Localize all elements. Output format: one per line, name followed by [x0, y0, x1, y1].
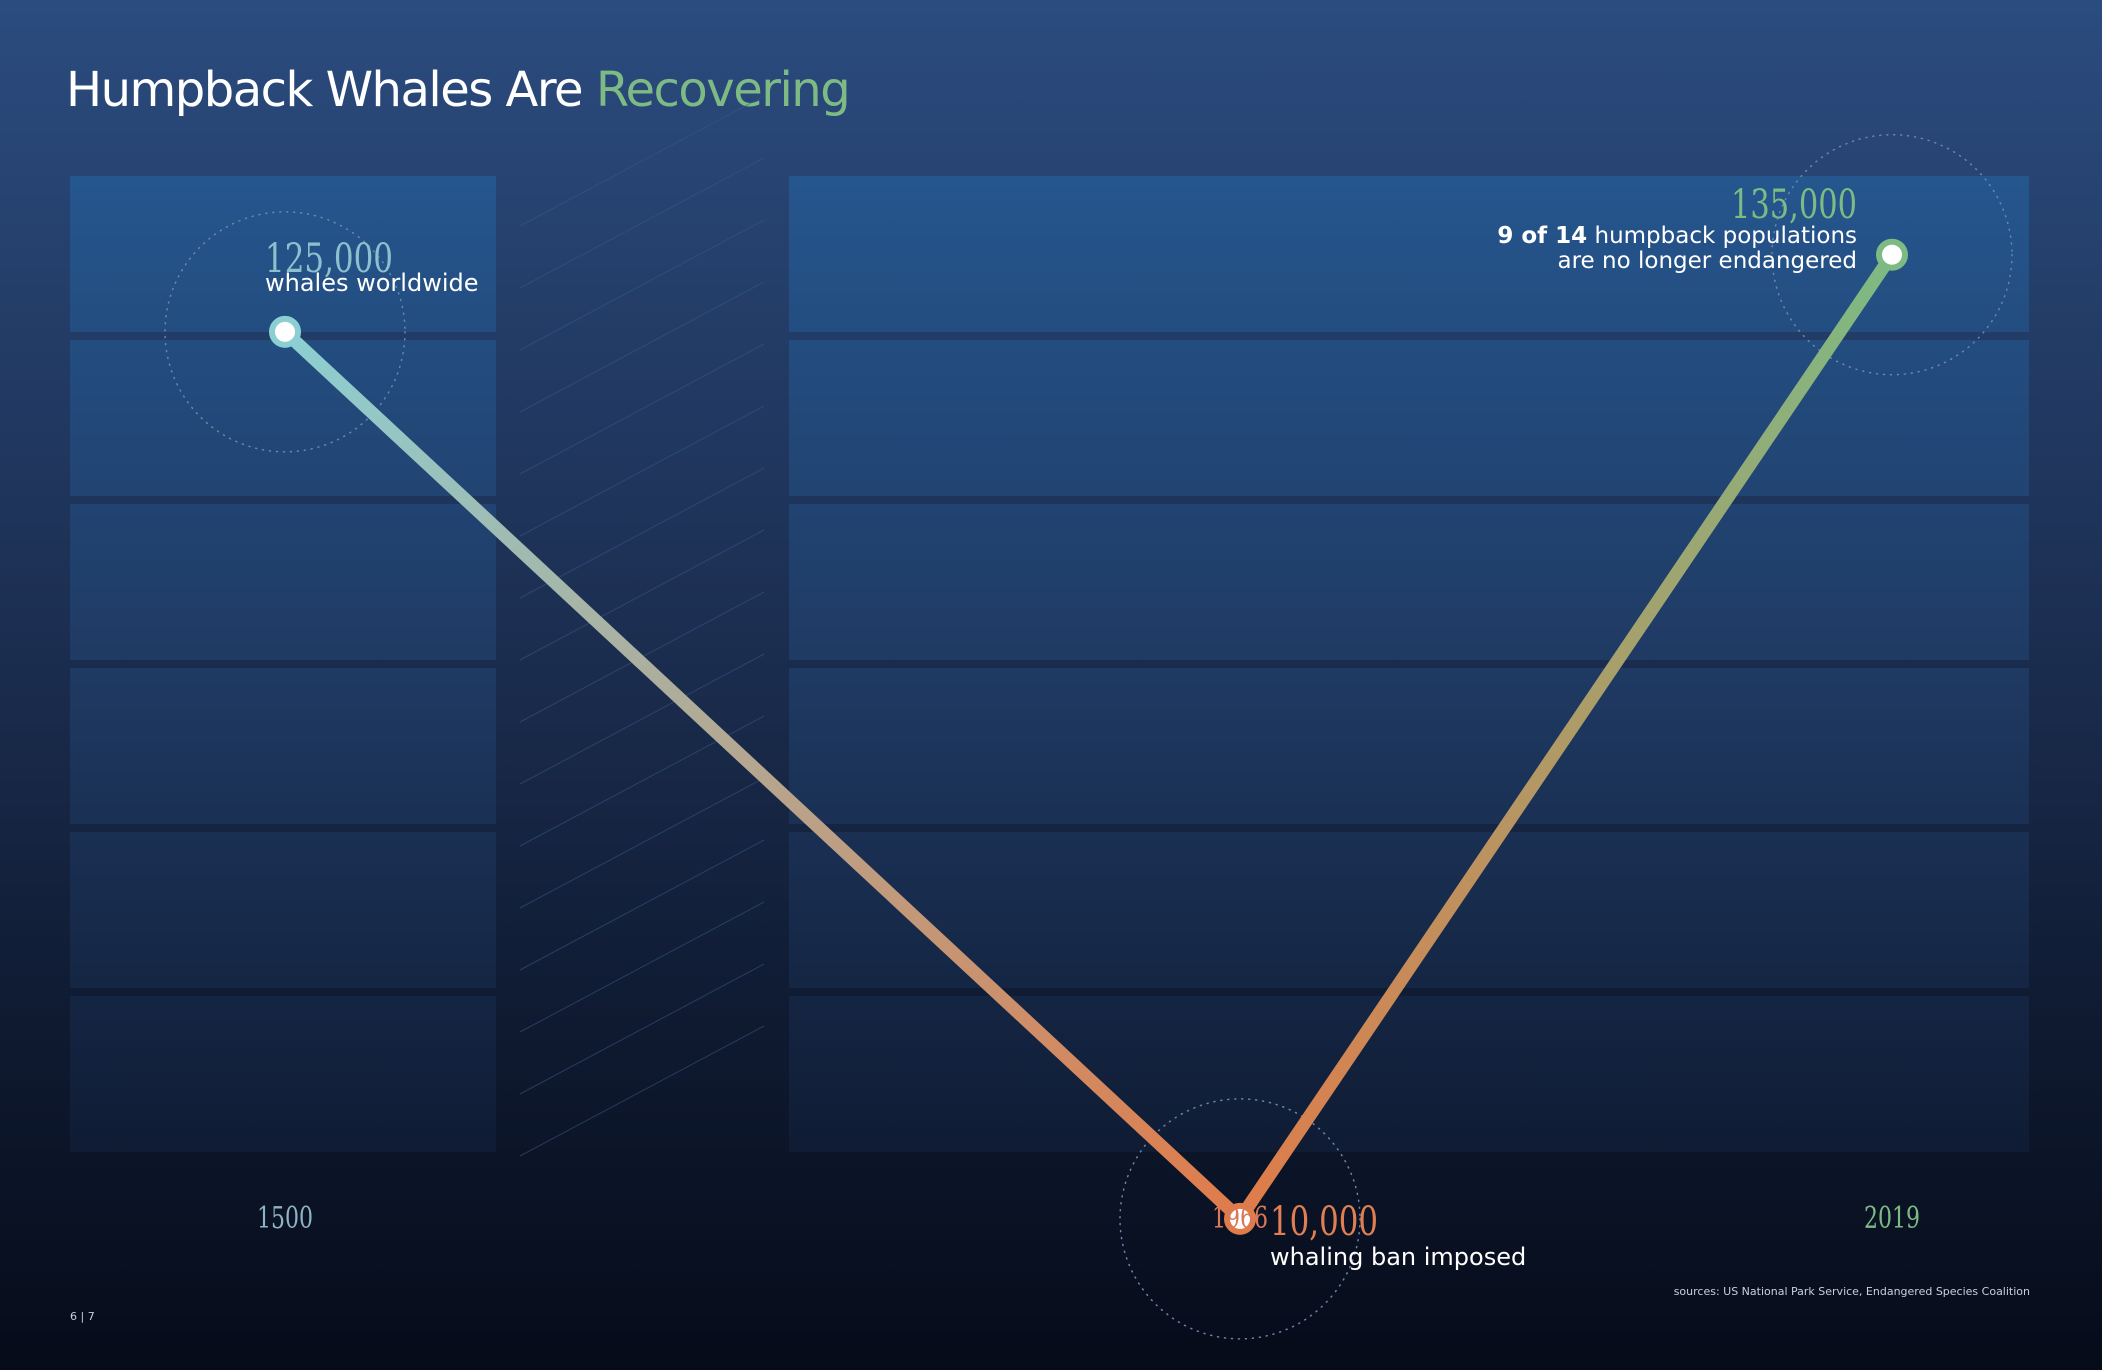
hatch-line — [519, 95, 765, 227]
x-tick-label: 1966 — [1212, 1201, 1268, 1236]
hatch-line — [519, 343, 765, 475]
hatch-line — [519, 1025, 765, 1157]
grid-row-panel — [789, 996, 2029, 1152]
title-accent: Recovering — [595, 62, 851, 118]
hatch-line — [519, 219, 765, 351]
hatched-gap — [519, 95, 765, 1157]
grid-row-panel — [789, 668, 2029, 824]
data-point — [1876, 238, 1908, 271]
hatch-line — [519, 529, 765, 661]
hatch-line — [519, 901, 765, 1033]
hatch-line — [519, 281, 765, 413]
chart-background — [70, 95, 2029, 1157]
chart-title: Humpback Whales Are Recovering — [66, 62, 851, 118]
data-label-value: 125,000 — [265, 236, 393, 282]
hatch-line — [519, 157, 765, 289]
hatch-line — [519, 963, 765, 1095]
x-tick-label: 2019 — [1864, 1201, 1920, 1236]
point-halo — [1771, 133, 2013, 376]
hatch-line — [519, 405, 765, 537]
hatch-line — [519, 653, 765, 785]
grid-row-panel — [70, 668, 496, 824]
data-label-description: 9 of 14 humpback populations — [1497, 223, 1857, 249]
data-label-value: 10,000 — [1270, 1199, 1378, 1245]
data-label-description: whales worldwide — [265, 269, 479, 297]
hatch-line — [519, 467, 765, 599]
title-main: Humpback Whales Are — [66, 62, 596, 118]
grid-row-panel — [789, 340, 2029, 496]
point-halo — [164, 211, 406, 453]
series-line-segment — [1233, 248, 1899, 1226]
data-label-description: whaling ban imposed — [1270, 1243, 1526, 1271]
data-label-value: 135,000 — [1731, 182, 1857, 228]
grid-row-panel — [70, 176, 496, 332]
data-point — [1224, 1202, 1256, 1235]
x-tick-label: 1500 — [257, 1201, 313, 1236]
point-halo — [1119, 1098, 1361, 1340]
grid-row-panel — [70, 504, 496, 660]
grid-row-panel — [70, 832, 496, 988]
series-line-segment — [278, 325, 1247, 1226]
hatch-line — [519, 777, 765, 909]
page-number: 6 | 7 — [70, 1310, 95, 1323]
data-label-description: are no longer endangered — [1558, 248, 1857, 274]
sources-note: sources: US National Park Service, Endan… — [1673, 1285, 2030, 1298]
grid-row-panel — [70, 996, 496, 1152]
data-point — [269, 315, 301, 348]
grid-row-panel — [789, 504, 2029, 660]
hatch-line — [519, 839, 765, 971]
grid-row-panel — [789, 176, 2029, 332]
